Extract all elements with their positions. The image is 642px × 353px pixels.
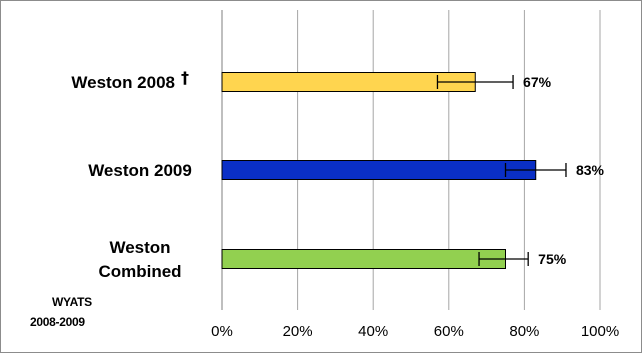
data-label: 67% [523,74,552,90]
x-tick-label: 20% [283,323,313,340]
bar [221,249,506,269]
data-label: 83% [576,162,605,178]
source-note: WYATS [52,295,92,309]
category-label: Weston [109,238,170,257]
x-tick-label: 0% [211,323,233,340]
category-label: Weston 2008 [71,73,175,92]
error-bars [436,75,567,266]
category-label: Combined [98,262,181,281]
bar [221,160,537,180]
x-tick-label: 60% [434,323,464,340]
x-tick-label: 80% [509,323,539,340]
category-label: Weston 2009 [88,161,192,180]
data-label: 75% [538,251,567,267]
source-note: 2008-2009 [30,315,85,329]
dagger-marker: † [181,68,189,87]
x-tick-label: 40% [358,323,388,340]
bars [221,72,537,269]
x-tick-label: 100% [581,323,619,340]
labels: 0% 20% 40% 60% 80% 100% 67% Weston 2008 † 83% West… [30,68,619,340]
